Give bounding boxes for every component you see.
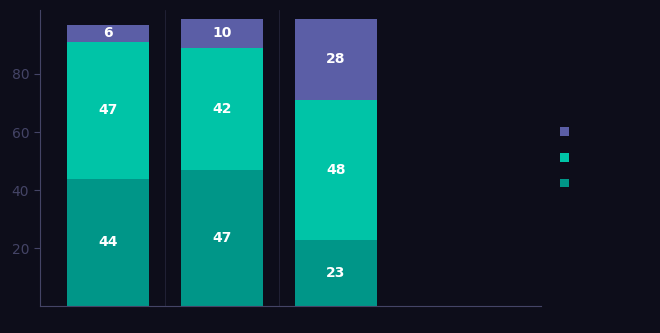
Text: 28: 28 xyxy=(326,52,346,66)
Text: 47: 47 xyxy=(213,231,232,245)
Bar xyxy=(67,42,149,178)
Bar xyxy=(295,100,377,239)
Bar xyxy=(295,19,377,100)
Text: 23: 23 xyxy=(326,266,346,280)
Text: 48: 48 xyxy=(326,163,346,177)
Bar xyxy=(295,239,377,306)
Bar xyxy=(67,25,149,42)
Text: 47: 47 xyxy=(98,103,117,117)
Bar xyxy=(67,178,149,306)
Bar xyxy=(181,48,263,170)
Bar xyxy=(181,19,263,48)
Text: 44: 44 xyxy=(98,235,117,249)
Text: 10: 10 xyxy=(213,26,232,40)
Legend: , , : , , xyxy=(557,124,576,192)
Bar xyxy=(181,170,263,306)
Text: 42: 42 xyxy=(213,102,232,116)
Text: 6: 6 xyxy=(103,26,113,40)
